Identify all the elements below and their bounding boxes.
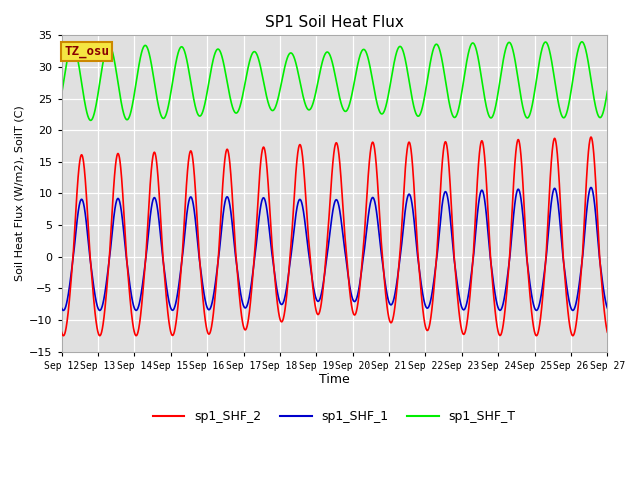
Y-axis label: Soil Heat Flux (W/m2), SoilT (C): Soil Heat Flux (W/m2), SoilT (C) bbox=[15, 106, 25, 281]
Legend: sp1_SHF_2, sp1_SHF_1, sp1_SHF_T: sp1_SHF_2, sp1_SHF_1, sp1_SHF_T bbox=[148, 405, 521, 428]
X-axis label: Time: Time bbox=[319, 373, 350, 386]
Title: SP1 Soil Heat Flux: SP1 Soil Heat Flux bbox=[265, 15, 404, 30]
Text: TZ_osu: TZ_osu bbox=[64, 45, 109, 58]
